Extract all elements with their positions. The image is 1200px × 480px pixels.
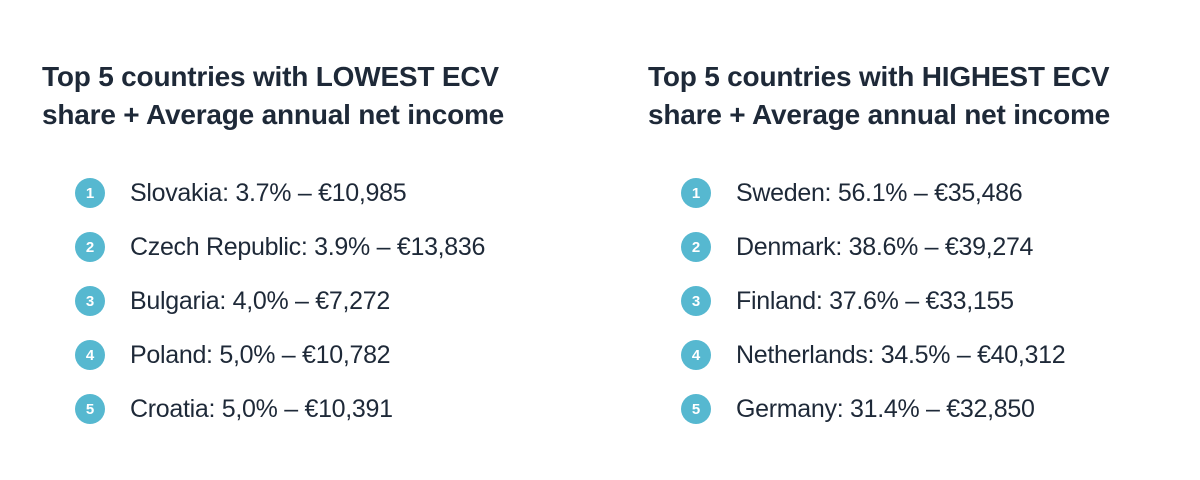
country-stat-label: Sweden: 56.1% – €35,486	[736, 178, 1023, 207]
list-item: 5 Germany: 31.4% – €32,850	[681, 382, 1200, 436]
rank-badge: 1	[681, 178, 711, 208]
list-item: 2 Czech Republic: 3.9% – €13,836	[75, 220, 607, 274]
list-item: 3 Bulgaria: 4,0% – €7,272	[75, 274, 607, 328]
country-stat-label: Denmark: 38.6% – €39,274	[736, 232, 1034, 261]
list-item: 5 Croatia: 5,0% – €10,391	[75, 382, 607, 436]
country-stat-label: Slovakia: 3.7% – €10,985	[130, 178, 407, 207]
list-item: 1 Slovakia: 3.7% – €10,985	[75, 166, 607, 220]
country-stat-label: Czech Republic: 3.9% – €13,836	[130, 232, 486, 261]
panel-highest-title-line2: share + Average annual net income	[648, 99, 1111, 130]
list-item: 1 Sweden: 56.1% – €35,486	[681, 166, 1200, 220]
panel-highest-title: Top 5 countries with HIGHEST ECV share +…	[648, 58, 1200, 134]
country-stat-label: Finland: 37.6% – €33,155	[736, 286, 1014, 315]
panel-highest-ecv: Top 5 countries with HIGHEST ECV share +…	[648, 58, 1200, 436]
list-item: 4 Poland: 5,0% – €10,782	[75, 328, 607, 382]
panel-lowest-title: Top 5 countries with LOWEST ECV share + …	[42, 58, 607, 134]
list-item: 4 Netherlands: 34.5% – €40,312	[681, 328, 1200, 382]
list-item: 3 Finland: 37.6% – €33,155	[681, 274, 1200, 328]
country-stat-label: Croatia: 5,0% – €10,391	[130, 394, 393, 423]
highest-ecv-list: 1 Sweden: 56.1% – €35,486 2 Denmark: 38.…	[648, 166, 1200, 436]
country-stat-label: Poland: 5,0% – €10,782	[130, 340, 391, 369]
country-stat-label: Netherlands: 34.5% – €40,312	[736, 340, 1066, 369]
rank-badge: 5	[75, 394, 105, 424]
panel-lowest-title-line2: share + Average annual net income	[42, 99, 505, 130]
rank-badge: 2	[75, 232, 105, 262]
rank-badge: 4	[75, 340, 105, 370]
country-stat-label: Germany: 31.4% – €32,850	[736, 394, 1035, 423]
rank-badge: 4	[681, 340, 711, 370]
country-stat-label: Bulgaria: 4,0% – €7,272	[130, 286, 390, 315]
panel-lowest-title-line1: Top 5 countries with LOWEST ECV	[42, 61, 499, 92]
panel-highest-title-line1: Top 5 countries with HIGHEST ECV	[648, 61, 1110, 92]
lowest-ecv-list: 1 Slovakia: 3.7% – €10,985 2 Czech Repub…	[42, 166, 607, 436]
rank-badge: 1	[75, 178, 105, 208]
rank-badge: 2	[681, 232, 711, 262]
list-item: 2 Denmark: 38.6% – €39,274	[681, 220, 1200, 274]
rank-badge: 3	[75, 286, 105, 316]
rank-badge: 3	[681, 286, 711, 316]
panel-lowest-ecv: Top 5 countries with LOWEST ECV share + …	[42, 58, 607, 436]
rank-badge: 5	[681, 394, 711, 424]
